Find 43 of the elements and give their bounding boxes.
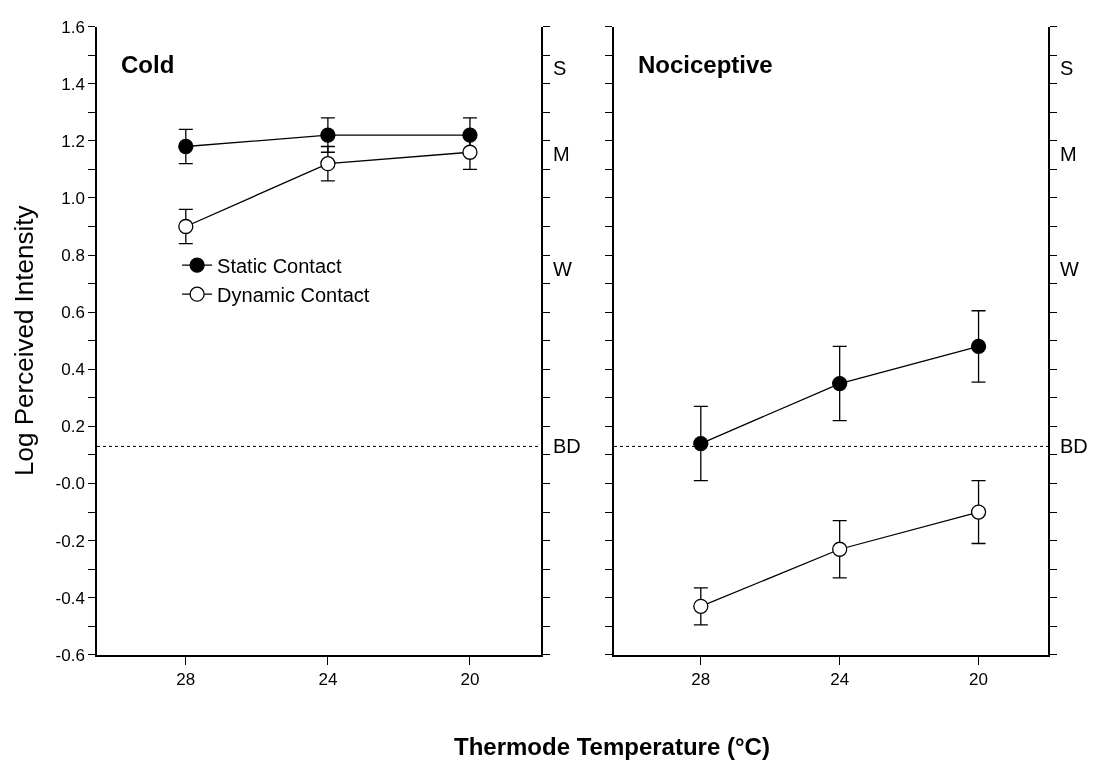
point xyxy=(178,138,194,155)
y-tick-label: -0.2 xyxy=(55,531,85,551)
y-tick-label: 1.0 xyxy=(61,188,85,208)
point xyxy=(693,598,709,615)
y-tick-label: 1.6 xyxy=(61,17,85,37)
point xyxy=(320,127,336,143)
point xyxy=(970,338,987,355)
point xyxy=(462,144,478,160)
x-axis-title: Thermode Temperature (°C) xyxy=(454,733,770,760)
y-tick-label: -0.6 xyxy=(55,645,85,665)
point xyxy=(832,541,848,557)
text: Cold xyxy=(121,51,175,78)
y-tick-label: 0.2 xyxy=(61,417,85,437)
text: Nociceptive xyxy=(638,51,773,78)
point xyxy=(178,218,194,235)
x-tick-label: 28 xyxy=(176,670,196,690)
y-tick-label: -0.4 xyxy=(55,588,85,608)
legend-label: Dynamic Contact xyxy=(217,284,370,306)
x-tick-label: 20 xyxy=(460,670,480,690)
y-tick-label: 1.2 xyxy=(61,131,85,151)
x-tick-label: 24 xyxy=(830,670,850,690)
x-tick-label: 28 xyxy=(691,670,711,690)
text: M xyxy=(1060,143,1077,165)
point xyxy=(320,156,336,172)
text: M xyxy=(553,143,570,165)
text: W xyxy=(553,258,572,280)
text: W xyxy=(1060,258,1079,280)
point xyxy=(970,504,987,520)
text: S xyxy=(1060,57,1074,79)
legend-label: Static Contact xyxy=(217,255,343,277)
point xyxy=(832,375,848,392)
text: S xyxy=(553,57,567,79)
y-axis-title: Log Perceived Intensity xyxy=(9,205,40,476)
x-tick-label: 24 xyxy=(318,670,338,690)
y-tick-label: 0.4 xyxy=(61,360,85,380)
y-tick-label: 0.8 xyxy=(61,246,85,265)
y-tick-label: 0.6 xyxy=(61,303,85,323)
point xyxy=(693,435,709,452)
ref-line-label: BD xyxy=(1060,435,1088,457)
x-tick-label: 20 xyxy=(969,670,989,690)
ref-line-label: BD xyxy=(553,435,581,457)
y-tick-label: -0.0 xyxy=(55,474,85,494)
y-tick-label: 1.4 xyxy=(61,74,85,94)
